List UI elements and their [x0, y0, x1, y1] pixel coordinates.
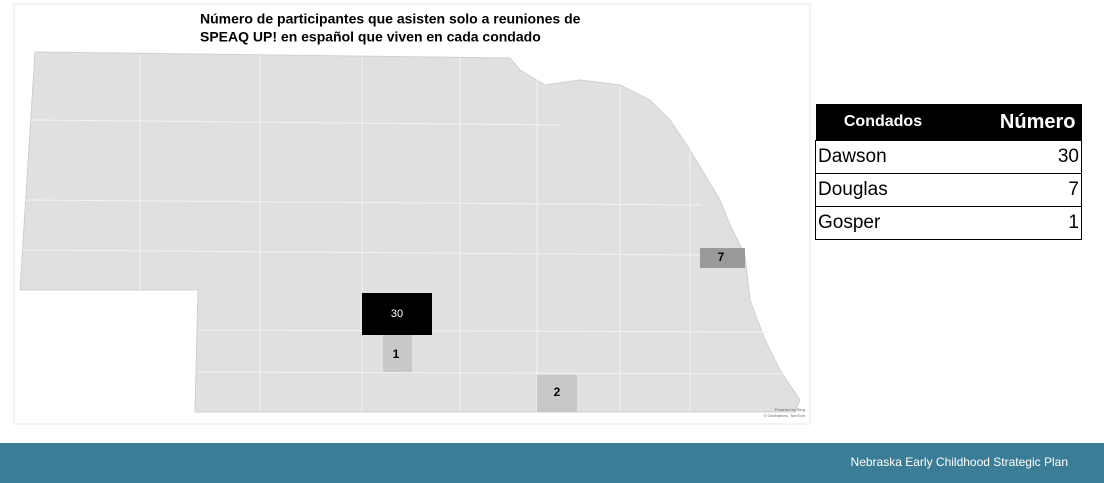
region-label: 2: [554, 385, 561, 399]
region-other: [537, 375, 577, 412]
map: 30 1 7 2 Número de participantes que asi…: [13, 3, 811, 425]
cell: 30: [950, 140, 1083, 174]
region-label: 7: [718, 250, 725, 264]
table-row: Gosper 1: [815, 206, 1083, 240]
region-douglas: [700, 248, 745, 268]
table: Condados Número Dawson 30 Douglas 7 Gosper…: [815, 104, 1083, 240]
region-dawson: [362, 293, 432, 335]
table-row: Douglas 7: [815, 173, 1083, 207]
county-lines: [21, 55, 786, 412]
region-label: 1: [393, 347, 400, 361]
map-title: SPEAQ UP! en español que viven en cada c…: [200, 29, 541, 45]
attribution: © GeoNames, TomTom: [763, 413, 805, 418]
header-cell: Número: [950, 104, 1082, 141]
footer-bar: Nebraska Early Childhood Strategic Plan: [0, 443, 1104, 483]
state-shape: [19, 51, 801, 413]
cell: 7: [950, 173, 1083, 207]
cell: Dawson: [815, 140, 951, 174]
footer-text: Nebraska Early Childhood Strategic Plan: [850, 455, 1068, 469]
cell: 1: [950, 206, 1083, 240]
table-row: Dawson 30: [815, 140, 1083, 174]
map-title: Número de participantes que asisten solo…: [200, 11, 581, 27]
cell: Gosper: [815, 206, 951, 240]
attribution: Powered by Bing: [775, 407, 805, 412]
region-label: 30: [391, 308, 403, 320]
region-gosper: [383, 335, 412, 372]
header-cell: Condados: [815, 104, 951, 141]
table-header: Condados Número: [815, 104, 1082, 141]
cell: Douglas: [815, 173, 951, 207]
